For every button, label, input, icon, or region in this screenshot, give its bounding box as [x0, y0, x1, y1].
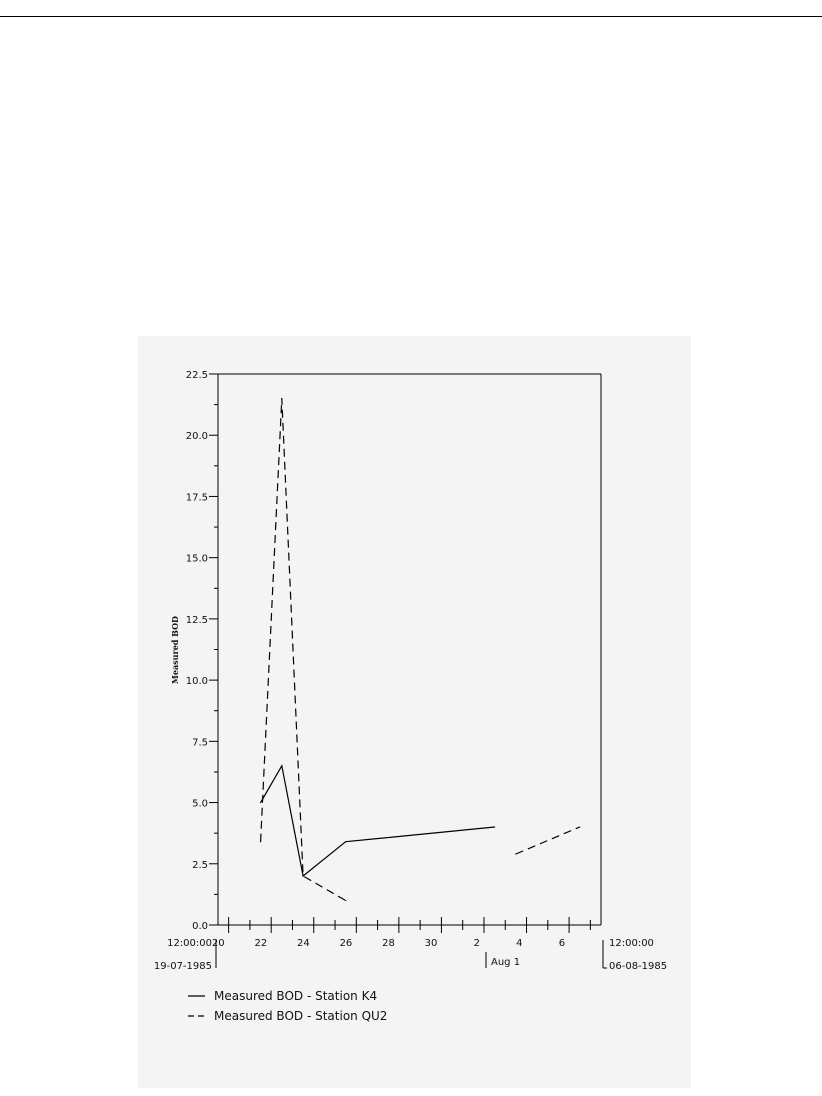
y-tick-label: 15.0 — [186, 554, 208, 565]
x-tick-label: 28 — [382, 938, 395, 949]
y-tick-label: 5.0 — [192, 799, 208, 810]
y-tick-label: 17.5 — [186, 492, 208, 503]
x-start-time-label: 12:00:00 — [167, 938, 212, 949]
y-tick-label: 7.5 — [192, 737, 208, 748]
legend-label: Measured BOD - Station K4 — [214, 989, 377, 1003]
y-tick-label: 2.5 — [192, 860, 208, 871]
series-qu2-point — [515, 853, 517, 855]
x-tick-label: 24 — [297, 938, 310, 949]
series-k4-point — [281, 765, 283, 767]
y-axis: 0.0 2.5 5.0 7.5 10.0 12.5 15.0 17.5 20.0 22.5 — [186, 370, 218, 932]
series-qu2-point — [345, 899, 347, 902]
x-tick-label: 6 — [559, 938, 565, 949]
x-tick-label: 4 — [516, 938, 522, 949]
x-end-date-label: 06-08-1985 — [609, 961, 667, 972]
series-k4-point — [494, 826, 496, 828]
chart-panel — [138, 336, 691, 1088]
y-tick-label: 22.5 — [186, 370, 208, 381]
x-tick-label: 22 — [254, 938, 267, 949]
y-tick-label: 20.0 — [186, 431, 208, 442]
series-k4-point — [259, 801, 262, 804]
series-qu2-line — [515, 826, 580, 855]
series-qu2-point — [281, 397, 283, 400]
x-start-date-label: 19-07-1985 — [154, 961, 212, 972]
series-lines — [259, 397, 581, 902]
y-tick-label: 0.0 — [192, 921, 208, 932]
page-top-rule — [0, 16, 822, 17]
series-qu2-point — [259, 841, 262, 843]
series-k4-line — [260, 764, 495, 878]
series-qu2-line — [260, 398, 346, 902]
x-tick-label: 30 — [425, 938, 438, 949]
x-tick-label: 2 — [474, 938, 480, 949]
series-qu2-point — [579, 826, 581, 828]
x-end-time-label: 12:00:00 — [609, 938, 654, 949]
x-axis: 20 22 24 26 28 30 2 4 612:00:0019-07-198512:00:0… — [154, 917, 667, 972]
y-tick-label: 12.5 — [186, 615, 208, 626]
series-k4-point — [345, 841, 347, 843]
x-tick-label: 20 — [212, 938, 225, 949]
x-month-marker-label: Aug 1 — [491, 957, 520, 968]
legend-label: Measured BOD - Station QU2 — [214, 1009, 387, 1023]
y-tick-label: 10.0 — [186, 676, 208, 687]
x-tick-label: 26 — [340, 938, 353, 949]
y-axis-label: Measured BOD — [170, 616, 180, 684]
legend: Measured BOD - Station K4 Measured BOD - … — [188, 989, 387, 1023]
series-qu2-point — [302, 875, 304, 877]
